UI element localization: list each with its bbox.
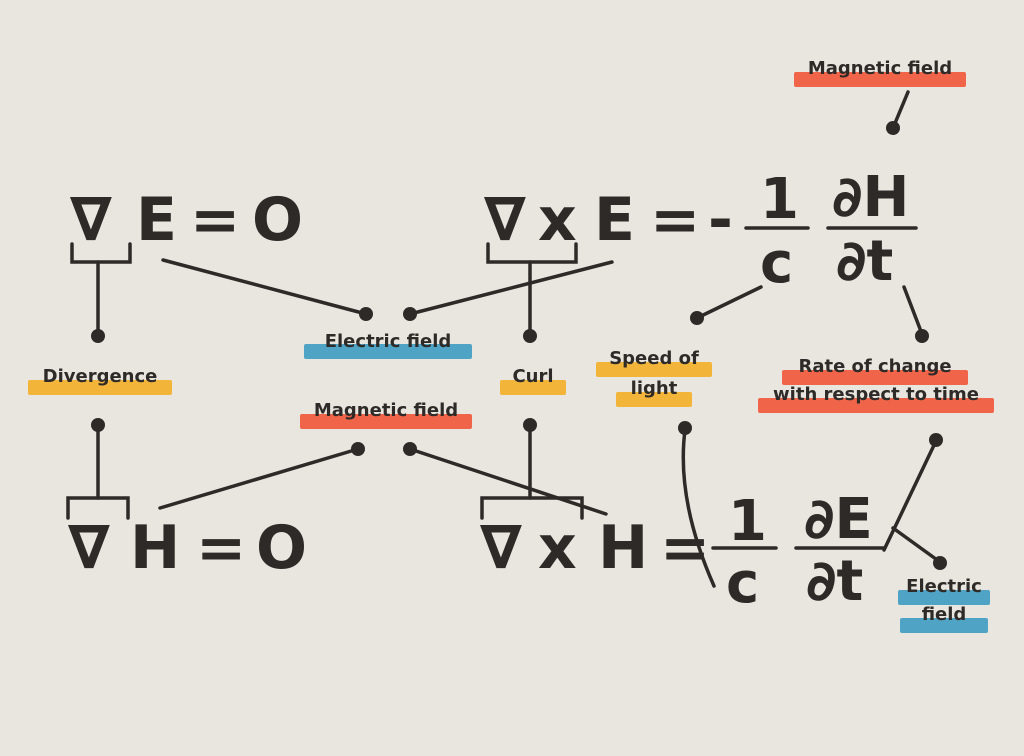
electric-field-dot-right [403,307,417,321]
divergence-dot-top [91,329,105,343]
curl-dot-top [523,329,537,343]
divergence-label: Divergence [42,366,158,387]
rate-of-change-line-top [902,285,924,336]
eq4-equals: = [660,513,711,583]
speed-of-light-dot-top [690,311,704,325]
eq2-deriv-denominator: ∂t [836,229,894,294]
eq1-rhs: O [252,185,304,255]
divergence-highlight [28,380,172,395]
rate-of-change-line-bottom [882,439,938,552]
magnetic-field-top-dot [886,121,900,135]
h-to-magnetic-field-line [158,447,360,510]
eq4-cross: x [538,513,577,583]
eq1-equals: = [190,185,241,255]
curl-e-to-electric-field-line [408,260,614,316]
eq4-operator: ∇ [480,513,522,583]
eq4-coef-denominator: c [726,551,760,616]
eq4-deriv-denominator: ∂t [806,549,864,614]
speed-of-light-label-1: Speed of [609,348,699,369]
electric-field-mid-label: Electric field [324,331,452,352]
electric-field-bottom-highlight-1 [898,590,990,605]
eq2-equals: = [650,185,701,255]
speed-of-light-highlight-2 [616,392,692,407]
rate-of-change-dot-top [915,329,929,343]
magnetic-field-top-label: Magnetic field [807,58,953,79]
eq2-coef-denominator: c [760,231,794,296]
divergence-dot-bottom [91,418,105,432]
curl-bracket-bottom [480,496,584,520]
eq3-operator: ∇ [68,513,110,583]
magnetic-field-mid-label: Magnetic field [313,400,459,421]
speed-of-light-highlight-1 [596,362,712,377]
eq4-field: H [598,513,649,583]
e-to-electric-field-line [161,258,368,316]
magnetic-field-top-highlight [794,72,966,87]
eq2-sign: - [708,185,733,255]
eq1-field: E [136,185,177,255]
eq3-field: H [130,513,181,583]
eq4-coef-numerator: 1 [728,489,767,554]
rate-of-change-label-1: Rate of change [798,356,952,377]
rate-of-change-dot-bottom [929,433,943,447]
speed-of-light-line-top [695,285,763,320]
eq3-rhs: O [256,513,308,583]
electric-field-bottom-label-2: field [921,604,967,625]
rate-of-change-label-2: with respect to time [773,384,979,405]
eq2-field: E [594,185,635,255]
curl-label: Curl [512,366,554,387]
electric-field-dot-left [359,307,373,321]
eq1-operator: ∇ [70,185,112,255]
divergence-bracket-bottom [66,496,130,520]
rate-of-change-highlight-1 [782,370,968,385]
speed-of-light-dot-bottom [678,421,692,435]
speed-of-light-label-2: light [630,378,678,399]
rate-of-change-highlight-2 [758,398,994,413]
eq2-deriv-numerator: ∂H [832,165,910,230]
divergence-bracket-top [70,242,132,264]
curl-highlight [500,380,566,395]
eq3-equals: = [196,513,247,583]
magnetic-field-dot-right [403,442,417,456]
magnetic-field-dot-left [351,442,365,456]
eq2-operator: ∇ [484,185,526,255]
curl-dot-bottom [523,418,537,432]
eq2-coef-numerator: 1 [760,167,799,232]
electric-field-bottom-label-1: Electric [906,576,982,597]
electric-field-bottom-dot [933,556,947,570]
electric-field-bottom-highlight-2 [900,618,988,633]
eq2-cross: x [538,185,577,255]
electric-field-bottom-line [891,526,942,564]
eq4-deriv-numerator: ∂E [804,487,873,552]
magnetic-field-mid-highlight [300,414,472,429]
speed-of-light-line-bottom [681,428,716,588]
curl-bracket-top [486,242,578,264]
electric-field-mid-highlight [304,344,472,359]
curl-h-to-magnetic-field-line [408,447,608,516]
